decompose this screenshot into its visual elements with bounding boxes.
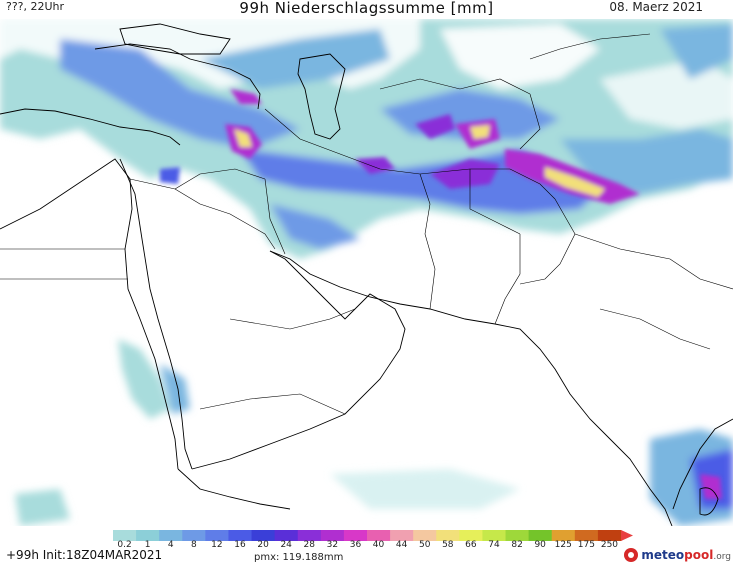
colorbar-swatch xyxy=(343,530,368,541)
logo-brand-a: meteo xyxy=(641,548,685,562)
colorbar-swatch xyxy=(574,530,599,541)
logo-text: meteopool.org xyxy=(641,548,731,562)
colorbar-tick-label: 20 xyxy=(257,540,269,550)
colorbar-swatch xyxy=(459,530,483,541)
colorbar-extension xyxy=(621,530,633,541)
init-time-label: +99h Init:18Z04MAR2021 xyxy=(6,548,163,562)
colorbar-swatch xyxy=(297,530,322,541)
colorbar-tick-label: 250 xyxy=(600,540,619,550)
colorbar-tick-label: 28 xyxy=(303,540,315,550)
precipitation-maxima xyxy=(160,89,722,499)
colorbar-tick-label: 0.2 xyxy=(117,540,132,550)
colorbar-swatch xyxy=(597,530,622,541)
colorbar-swatch xyxy=(528,530,553,541)
valid-date-label: 08. Maerz 2021 xyxy=(609,0,703,14)
logo-tld: .org xyxy=(713,552,731,562)
colorbar-tick-label: 90 xyxy=(534,540,546,550)
map-title: 99h Niederschlagssumme [mm] xyxy=(239,0,494,17)
colorbar-tick-label: 74 xyxy=(488,540,500,550)
colorbar-swatch xyxy=(320,530,345,541)
colorbar-tick-label: 4 xyxy=(167,540,174,550)
map-header: ???, 22Uhr 99h Niederschlagssumme [mm] 0… xyxy=(0,0,733,20)
country-borders xyxy=(0,33,733,415)
colorbar-tick-label: 40 xyxy=(372,540,385,550)
colorbar-swatch xyxy=(228,530,253,541)
colorbar-tick-label: 8 xyxy=(190,540,197,550)
colorbar-swatch xyxy=(551,530,576,541)
colorbar-tick-label: 1 xyxy=(144,540,151,550)
valid-time-label: ???, 22Uhr xyxy=(6,0,65,13)
colorbar-swatch xyxy=(136,530,160,541)
coastlines xyxy=(0,23,733,526)
colorbar-swatch xyxy=(505,530,530,541)
colorbar-swatch xyxy=(367,530,391,541)
colorbar-swatch xyxy=(251,530,276,541)
colorbar-swatch xyxy=(436,530,460,541)
colorbar-swatch xyxy=(159,530,183,541)
colorbar-tick-label: 125 xyxy=(554,540,572,550)
colorbar-tick-label: 32 xyxy=(326,540,339,550)
precipitation-map xyxy=(0,19,733,526)
precipitation-field xyxy=(0,19,733,526)
colorbar-tick-label: 24 xyxy=(280,540,292,550)
logo-brand-b: pool xyxy=(684,548,714,562)
meteopool-logo[interactable]: meteopool.org xyxy=(624,546,731,564)
colorbar-swatch xyxy=(205,530,229,541)
colorbar-swatch xyxy=(113,530,137,541)
colorbar-tick-label: 175 xyxy=(577,540,595,550)
colorbar-tick-label: 58 xyxy=(442,540,454,550)
colorbar xyxy=(113,530,633,541)
colorbar-tick-label: 82 xyxy=(511,540,523,550)
colorbar-swatch xyxy=(390,530,414,541)
colorbar-tick-label: 66 xyxy=(465,540,477,550)
logo-icon xyxy=(624,548,639,562)
colorbar-swatch xyxy=(274,530,299,541)
pmax-label: pmx: 119.188mm xyxy=(254,552,344,563)
color-legend: 0.2 1 4 8 12 16 20 24 28 32 36 40 44 50 58 66 74 82 90 125 1… xyxy=(0,526,733,566)
colorbar-tick-label: 16 xyxy=(234,540,246,550)
colorbar-tick-label: 36 xyxy=(349,540,362,550)
colorbar-tick-label: 12 xyxy=(211,540,223,550)
colorbar-ticks: 0.2 1 4 8 12 16 20 24 28 32 36 40 44 50 58 66 74 82 90 125 1… xyxy=(113,540,633,552)
colorbar-tick-label: 44 xyxy=(395,540,408,550)
colorbar-swatch xyxy=(413,530,437,541)
colorbar-swatch xyxy=(482,530,507,541)
colorbar-swatch xyxy=(182,530,206,541)
map-canvas xyxy=(0,19,733,526)
colorbar-tick-label: 50 xyxy=(418,540,431,550)
